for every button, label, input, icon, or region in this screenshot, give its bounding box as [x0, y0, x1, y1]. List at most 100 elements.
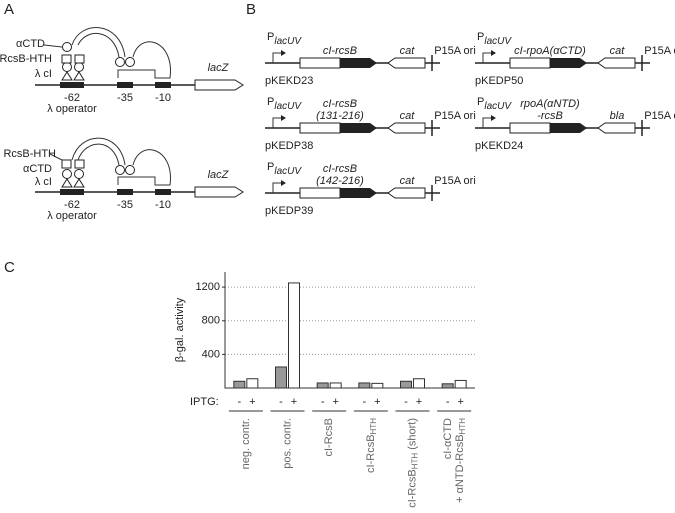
x-tick-label: cI-αCTD	[442, 418, 454, 459]
bar	[246, 378, 259, 389]
ori-label: P15A ori	[434, 110, 476, 122]
plasmid: PlacUV cI-rcsB(142-216) cat P15A ori pKEDP39	[265, 161, 476, 217]
marker	[387, 187, 426, 199]
gene	[299, 187, 341, 199]
annotation: RcsB-HTH	[3, 148, 56, 160]
condition-value: +	[416, 396, 422, 408]
promoter: PlacUV	[477, 96, 512, 112]
gene-label: cI-rpoA(αCTD)	[514, 45, 586, 57]
label-part: cI-RcsB	[365, 434, 377, 473]
gene	[299, 122, 341, 134]
y-tick-label: 800	[202, 315, 220, 327]
x-tick-label: cI-RcsBHTH (short)	[406, 418, 419, 508]
marker-label: bla	[610, 110, 625, 122]
condition-value: +	[332, 396, 338, 408]
bar	[233, 380, 246, 389]
plasmid: PlacUV rpoA(αNTD)-rcsB bla P15A ori pKEKD24	[475, 96, 675, 152]
condition-value: -	[321, 396, 325, 408]
panel-label: B	[246, 1, 256, 18]
label-part: HTH	[458, 418, 467, 435]
y-tick-label: 400	[202, 348, 220, 360]
gene	[299, 57, 341, 69]
bar	[454, 379, 467, 389]
condition-value: -	[404, 396, 408, 408]
position: -10	[155, 92, 171, 104]
ori-label: P15A ori	[434, 175, 476, 187]
marker	[387, 122, 426, 134]
label-part: cI-RcsB	[323, 418, 335, 457]
promoter: PlacUV	[267, 31, 302, 47]
arrowhead	[491, 115, 496, 121]
condition-value: -	[446, 396, 450, 408]
gene	[340, 188, 377, 198]
bar	[275, 366, 287, 389]
arrowhead	[281, 50, 286, 56]
position: -10	[155, 199, 171, 211]
promoter-main: P	[477, 96, 484, 108]
promoter: PlacUV	[267, 96, 302, 112]
panel-label: A	[4, 1, 14, 18]
plasmid: PlacUV cI-rcsB(131-216) cat P15A ori pKEDP38	[265, 96, 476, 152]
bar	[358, 382, 371, 389]
label-part: pos. contr.	[281, 418, 293, 469]
label-part: neg. contr.	[240, 418, 252, 469]
marker-label: cat	[610, 45, 626, 57]
promoter-sub: lacUV	[274, 36, 302, 47]
position: -62	[64, 199, 80, 211]
arrowhead	[281, 180, 286, 186]
label-part: cI-αCTD	[442, 418, 454, 459]
label-part: HTH	[411, 453, 420, 470]
gene-label: cI-rcsB	[323, 163, 357, 175]
y-axis-label: β-gal. activity	[174, 297, 186, 362]
annotation: λ cI	[35, 68, 52, 80]
construct-a-bottom: RcsB-HTH αCTD λ cI -62 -35 -10 λ operato…	[3, 137, 244, 222]
label-part: + αNTD-RcsB	[454, 434, 466, 502]
x-tick-label: neg. contr.	[240, 418, 252, 469]
gene-label: (142-216)	[316, 175, 364, 187]
operator-label: λ operator	[47, 103, 97, 115]
x-tick-label: pos. contr.	[281, 418, 293, 469]
condition-value: +	[249, 396, 255, 408]
bar	[329, 382, 342, 389]
promoter-sub: lacUV	[484, 101, 512, 112]
gene-label: lacZ	[208, 62, 230, 74]
plasmid-name: pKEDP50	[475, 75, 523, 87]
condition-value: -	[362, 396, 366, 408]
ori-label: P15A ori	[644, 110, 675, 122]
gene	[509, 122, 551, 134]
ori-label: P15A ori	[434, 45, 476, 57]
gene	[340, 58, 377, 68]
x-tick-label: + αNTD-RcsBHTH	[454, 418, 467, 503]
gene	[509, 57, 551, 69]
bar	[371, 382, 384, 389]
construct-a-top: αCTD RcsB-HTH λ cI -62 -35 -10 λ operato…	[0, 27, 244, 115]
promoter-arrow	[482, 52, 493, 63]
gene-label: -rcsB	[537, 110, 563, 122]
panel-label: C	[4, 259, 15, 276]
arrowhead	[281, 115, 286, 121]
condition-value: -	[279, 396, 283, 408]
annotation: αCTD	[16, 38, 45, 50]
promoter-arrow	[482, 117, 493, 128]
gene-label: lacZ	[208, 169, 230, 181]
plasmid-name: pKEKD24	[475, 140, 523, 152]
gene-label: rpoA(αNTD)	[520, 98, 580, 110]
gene-label: cI-rcsB	[323, 98, 357, 110]
label-part: (short)	[406, 418, 418, 453]
condition-value: +	[291, 396, 297, 408]
promoter-sub: lacUV	[274, 101, 302, 112]
promoter: PlacUV	[267, 161, 302, 177]
position: -35	[117, 199, 133, 211]
bar	[441, 383, 454, 389]
promoter-arrow	[272, 117, 283, 128]
axes	[224, 272, 475, 389]
ori-label: P15A ori	[644, 45, 675, 57]
bar	[400, 380, 412, 389]
annotation: λ cI	[35, 176, 52, 188]
promoter: PlacUV	[477, 31, 512, 47]
marker	[597, 122, 636, 134]
gene	[550, 58, 587, 68]
